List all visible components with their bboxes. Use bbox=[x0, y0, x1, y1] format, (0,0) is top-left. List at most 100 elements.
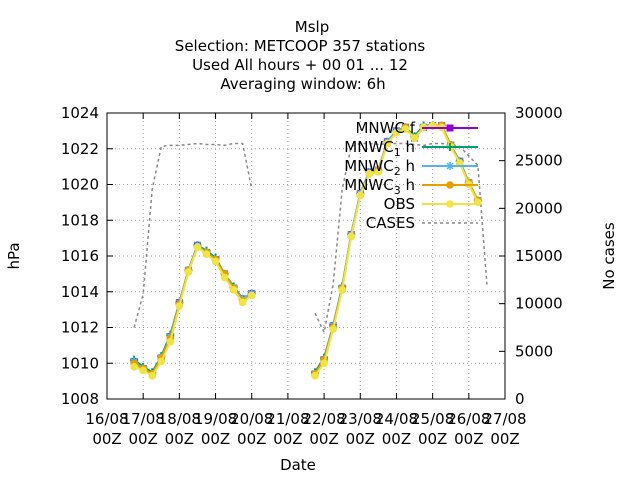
x-tick-label: 21/08 bbox=[266, 410, 309, 428]
data-point bbox=[148, 371, 157, 380]
axes: 16/0800Z17/0800Z18/0800Z19/0800Z20/0800Z… bbox=[61, 104, 563, 448]
x-tick-label-hour: 00Z bbox=[309, 430, 338, 448]
data-point bbox=[329, 325, 337, 334]
y-axis-label: hPa bbox=[5, 242, 23, 269]
legend-entry-mnwc-f: MNWC f bbox=[355, 119, 478, 137]
series-mnwc-3h bbox=[130, 121, 482, 378]
y-tick-label: 1014 bbox=[61, 283, 99, 301]
data-point bbox=[157, 357, 166, 366]
x-tick-label: 16/08 bbox=[85, 410, 128, 428]
chart-subtitle-used: Used All hours + 00 01 ... 12 bbox=[192, 56, 408, 74]
legend-label: OBS bbox=[384, 195, 415, 213]
x-tick-label: 26/08 bbox=[447, 410, 490, 428]
legend-marker bbox=[446, 143, 454, 151]
data-point bbox=[238, 298, 247, 307]
y-tick-label: 1012 bbox=[61, 319, 99, 337]
x-tick-label-hour: 00Z bbox=[201, 430, 230, 448]
x-tick-label-hour: 00Z bbox=[490, 430, 519, 448]
series-line bbox=[314, 124, 479, 373]
data-point bbox=[211, 257, 220, 266]
x-tick-label-hour: 00Z bbox=[92, 430, 121, 448]
y2-tick-label: 15000 bbox=[515, 247, 563, 265]
legend-entry-obs: OBS bbox=[384, 195, 478, 213]
series-line bbox=[133, 243, 253, 376]
series-mnwc-1h bbox=[130, 121, 482, 377]
y-tick-label: 1024 bbox=[61, 104, 99, 122]
legend-marker bbox=[446, 200, 454, 208]
x-tick-label-hour: 00Z bbox=[454, 430, 483, 448]
series-mnwc-2h bbox=[130, 121, 482, 378]
data-point bbox=[474, 198, 482, 207]
x-tick-label: 24/08 bbox=[375, 410, 418, 428]
series-line bbox=[133, 243, 253, 376]
x-tick-label: 25/08 bbox=[411, 410, 454, 428]
y2-tick-label: 5000 bbox=[515, 342, 553, 360]
plot-frame bbox=[106, 112, 506, 400]
series-cases bbox=[133, 142, 488, 335]
chart-title: Mslp bbox=[295, 18, 329, 36]
y2-tick-label: 10000 bbox=[515, 295, 563, 313]
x-tick-label-hour: 00Z bbox=[237, 430, 266, 448]
y-tick-label: 1008 bbox=[61, 390, 99, 408]
data-point bbox=[166, 338, 175, 346]
y2-axis-label: No cases bbox=[600, 222, 618, 290]
data-point bbox=[338, 286, 346, 294]
data-point bbox=[356, 191, 365, 200]
data-point bbox=[365, 169, 374, 178]
legend-label: MNWC2 h bbox=[344, 157, 415, 178]
x-tick-label-hour: 00Z bbox=[273, 430, 302, 448]
data-point bbox=[410, 134, 419, 142]
series-line bbox=[314, 142, 488, 335]
data-point bbox=[383, 139, 392, 148]
x-axis-label: Date bbox=[280, 456, 316, 474]
y2-tick-label: 20000 bbox=[515, 199, 563, 217]
data-point bbox=[320, 359, 328, 368]
series-line bbox=[133, 245, 253, 378]
data-point bbox=[184, 268, 193, 276]
legend-marker bbox=[446, 162, 454, 170]
data-point bbox=[347, 232, 356, 241]
data-point bbox=[311, 371, 319, 380]
x-tick-label: 19/08 bbox=[194, 410, 237, 428]
data-point bbox=[139, 366, 147, 375]
y2-tick-label: 25000 bbox=[515, 152, 563, 170]
data-point bbox=[202, 250, 211, 259]
series-line bbox=[133, 245, 253, 376]
series-obs bbox=[130, 121, 482, 380]
data-point bbox=[193, 243, 202, 251]
data-point bbox=[130, 363, 138, 371]
chart-subtitle-selection: Selection: METCOOP 357 stations bbox=[175, 37, 426, 55]
cases-series-layer bbox=[133, 142, 488, 335]
legend-entry-mnwc-3h: MNWC3 h bbox=[344, 176, 478, 197]
y-tick-label: 1016 bbox=[61, 247, 99, 265]
x-tick-label: 18/08 bbox=[158, 410, 201, 428]
y-tick-label: 1018 bbox=[61, 211, 99, 229]
data-point bbox=[401, 125, 410, 133]
legend-label: MNWC f bbox=[355, 119, 415, 137]
y-tick-label: 1022 bbox=[61, 140, 99, 158]
chart-subtitle-window: Averaging window: 6h bbox=[220, 75, 385, 93]
data-point bbox=[247, 291, 256, 300]
y2-tick-label: 30000 bbox=[515, 104, 563, 122]
series-line bbox=[314, 124, 479, 377]
data-point bbox=[374, 168, 383, 176]
x-tick-label: 27/08 bbox=[483, 410, 526, 428]
data-point bbox=[392, 128, 401, 137]
legend-entry-mnwc-1h: MNWC1 h bbox=[344, 138, 478, 159]
legend-marker bbox=[446, 181, 454, 189]
legend-entry-cases: CASES bbox=[366, 214, 478, 232]
grid-lines bbox=[107, 113, 505, 399]
x-tick-label-hour: 00Z bbox=[418, 430, 447, 448]
y-tick-label: 1020 bbox=[61, 176, 99, 194]
x-tick-label: 23/08 bbox=[339, 410, 382, 428]
legend-label: MNWC1 h bbox=[344, 138, 415, 159]
x-tick-label-hour: 00Z bbox=[346, 430, 375, 448]
x-tick-label: 17/08 bbox=[122, 410, 165, 428]
x-tick-label: 20/08 bbox=[230, 410, 273, 428]
data-point bbox=[175, 302, 184, 310]
series-line bbox=[133, 142, 253, 328]
titles: Mslp Selection: METCOOP 357 stations Use… bbox=[5, 18, 618, 474]
